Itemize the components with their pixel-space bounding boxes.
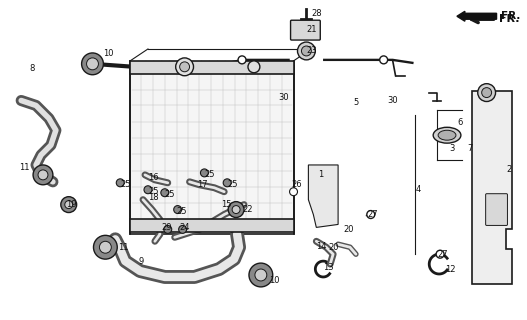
Circle shape	[180, 62, 190, 72]
FancyBboxPatch shape	[290, 20, 320, 40]
Circle shape	[482, 88, 492, 98]
Text: 10: 10	[103, 49, 114, 59]
FancyBboxPatch shape	[130, 66, 294, 234]
Text: 11: 11	[118, 243, 129, 252]
Text: 14: 14	[316, 242, 327, 251]
Text: 27: 27	[368, 210, 378, 219]
Circle shape	[116, 179, 124, 187]
Circle shape	[298, 42, 315, 60]
Polygon shape	[472, 91, 512, 284]
Circle shape	[161, 189, 169, 197]
Text: 19: 19	[66, 200, 76, 209]
Circle shape	[93, 235, 117, 259]
Text: 28: 28	[311, 9, 322, 18]
Circle shape	[82, 53, 103, 75]
Text: 25: 25	[177, 207, 187, 216]
Circle shape	[223, 179, 231, 187]
Circle shape	[232, 206, 240, 213]
Text: 26: 26	[291, 180, 302, 189]
Circle shape	[238, 56, 246, 64]
FancyBboxPatch shape	[486, 194, 508, 225]
Circle shape	[179, 225, 187, 233]
Text: 6: 6	[457, 118, 462, 127]
Text: 3: 3	[449, 144, 454, 153]
Text: 7: 7	[467, 144, 472, 153]
Text: 11: 11	[19, 164, 30, 172]
Text: 23: 23	[306, 46, 317, 55]
Circle shape	[436, 250, 444, 258]
Circle shape	[255, 269, 267, 281]
Circle shape	[86, 58, 99, 70]
Text: 30: 30	[279, 93, 289, 102]
FancyArrow shape	[457, 11, 496, 21]
Text: 5: 5	[353, 98, 358, 107]
Circle shape	[248, 61, 260, 73]
Text: 2: 2	[506, 165, 512, 174]
Text: 20: 20	[328, 243, 339, 252]
Circle shape	[38, 170, 48, 180]
Polygon shape	[308, 165, 338, 228]
Bar	[130, 61, 294, 74]
Text: 16: 16	[148, 173, 159, 182]
Circle shape	[100, 241, 111, 253]
Circle shape	[478, 84, 495, 101]
Text: 13: 13	[323, 263, 334, 272]
Text: 25: 25	[227, 180, 238, 189]
Text: 18: 18	[148, 193, 159, 202]
Text: 30: 30	[388, 96, 398, 105]
Text: 10: 10	[269, 276, 279, 285]
Text: 21: 21	[306, 25, 317, 34]
Ellipse shape	[438, 130, 456, 140]
Circle shape	[249, 263, 273, 287]
Circle shape	[65, 201, 73, 209]
Text: 27: 27	[437, 250, 448, 259]
Text: 9: 9	[138, 257, 143, 266]
Circle shape	[289, 188, 298, 196]
Text: FR.: FR.	[502, 11, 521, 21]
Text: 8: 8	[29, 64, 34, 73]
Circle shape	[200, 169, 208, 177]
Circle shape	[175, 58, 193, 76]
Circle shape	[144, 186, 152, 194]
Circle shape	[301, 46, 311, 56]
Circle shape	[379, 56, 388, 64]
Circle shape	[174, 206, 182, 213]
Text: 12: 12	[445, 265, 455, 274]
Text: 22: 22	[242, 205, 252, 214]
Text: 25: 25	[204, 170, 215, 180]
Text: FR.: FR.	[499, 14, 519, 24]
Text: 25: 25	[165, 190, 175, 199]
Circle shape	[367, 211, 375, 219]
Text: 20: 20	[343, 225, 354, 234]
Text: 24: 24	[180, 223, 190, 232]
Text: 17: 17	[198, 180, 208, 189]
Circle shape	[61, 197, 76, 212]
Text: 25: 25	[148, 187, 159, 196]
Bar	[130, 220, 294, 232]
Ellipse shape	[433, 127, 461, 143]
Text: 4: 4	[415, 185, 421, 194]
Text: 1: 1	[318, 170, 324, 180]
Circle shape	[228, 202, 244, 218]
Circle shape	[33, 165, 53, 185]
Circle shape	[164, 225, 172, 233]
Text: 15: 15	[221, 200, 232, 209]
Text: 25: 25	[120, 180, 131, 189]
Text: 29: 29	[162, 223, 172, 232]
